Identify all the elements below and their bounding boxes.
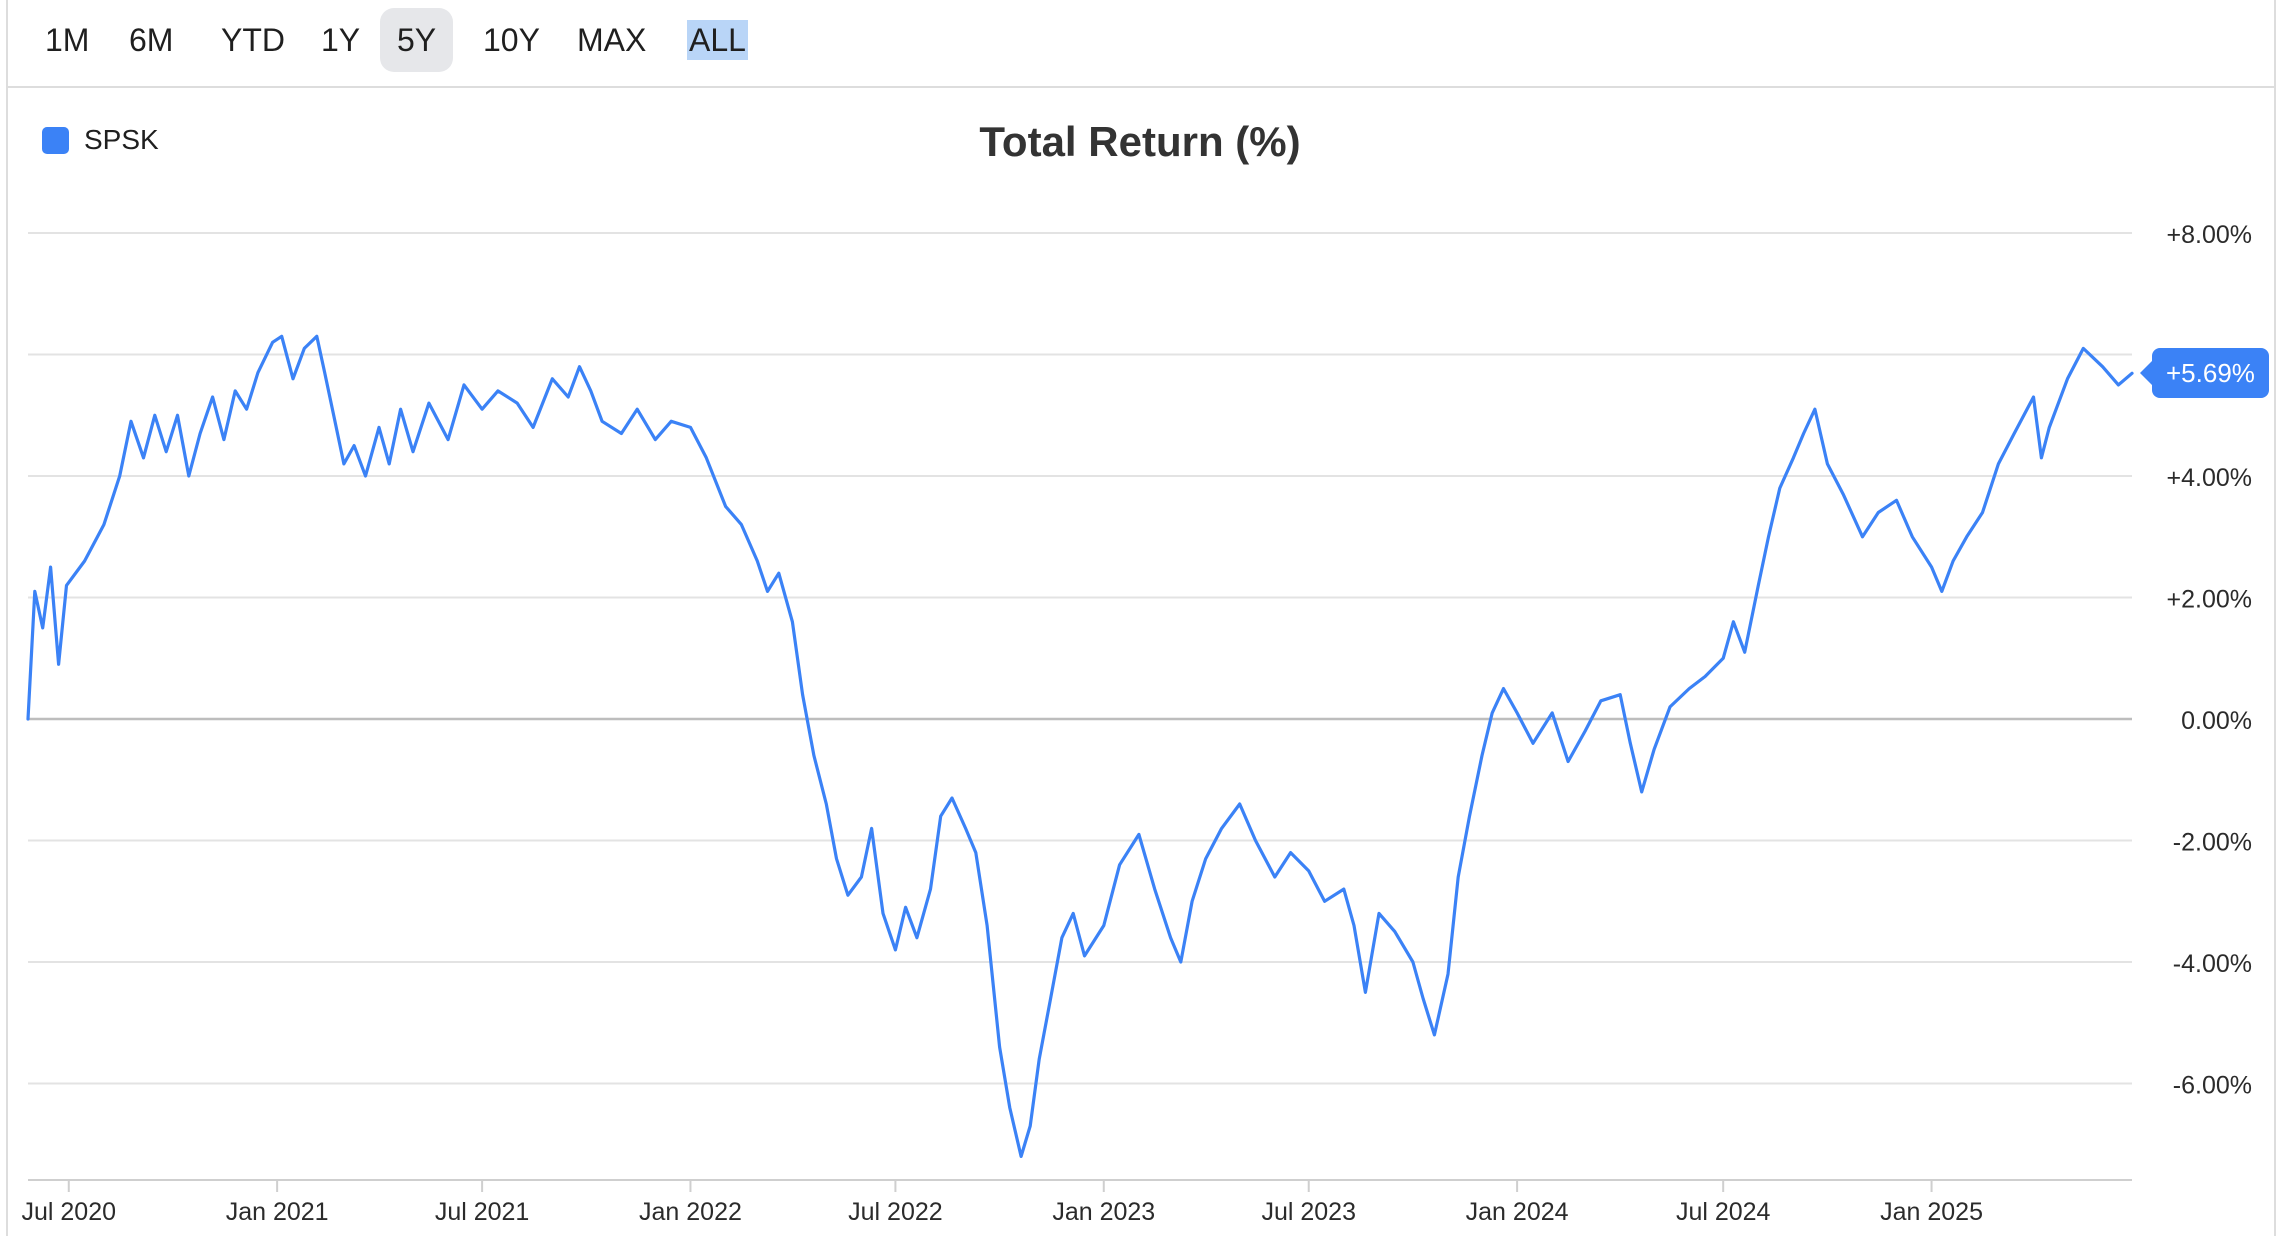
legend-swatch[interactable] — [42, 127, 69, 154]
range-button-5y[interactable]: 5Y — [380, 8, 454, 72]
y-tick-label: +2.00% — [2167, 586, 2253, 614]
range-button-max[interactable]: MAX — [577, 22, 647, 58]
y-tick-label: +4.00% — [2167, 464, 2253, 492]
legend-label[interactable]: SPSK — [84, 124, 159, 155]
x-tick-label: Jan 2021 — [226, 1198, 329, 1226]
x-tick-label: Jul 2024 — [1676, 1198, 1771, 1226]
x-tick-label: Jan 2022 — [639, 1198, 742, 1226]
series-line-spsk — [26, 334, 2134, 1159]
range-button-1m[interactable]: 1M — [45, 22, 90, 58]
x-tick-label: Jul 2021 — [435, 1198, 530, 1226]
x-tick-label: Jul 2023 — [1261, 1198, 1356, 1226]
y-tick-label: +8.00% — [2167, 221, 2253, 249]
y-tick-label: 0.00% — [2181, 707, 2252, 735]
y-tick-label: -6.00% — [2173, 1072, 2252, 1100]
y-tick-label: -4.00% — [2173, 950, 2252, 978]
x-tick-label: Jan 2024 — [1466, 1198, 1569, 1226]
chart-container — [6, 88, 2276, 1236]
range-button-10y[interactable]: 10Y — [483, 22, 540, 58]
x-tick-label: Jul 2022 — [848, 1198, 943, 1226]
y-tick-label: -2.00% — [2173, 829, 2252, 857]
x-tick-label: Jul 2020 — [22, 1198, 117, 1226]
x-tick-label: Jan 2023 — [1052, 1198, 1155, 1226]
range-toolbar: 1M 6M YTD 1Y 5Y 10Y MAX ALL — [6, 0, 2276, 88]
range-button-6m[interactable]: 6M — [129, 22, 174, 58]
range-button-1y[interactable]: 1Y — [321, 22, 361, 58]
last-value-badge: +5.69% — [2140, 348, 2269, 399]
chart-title: Total Return (%) — [979, 118, 1301, 165]
range-button-ytd[interactable]: YTD — [221, 22, 285, 58]
x-tick-label: Jan 2025 — [1880, 1198, 1983, 1226]
range-button-all[interactable]: ALL — [687, 20, 748, 60]
